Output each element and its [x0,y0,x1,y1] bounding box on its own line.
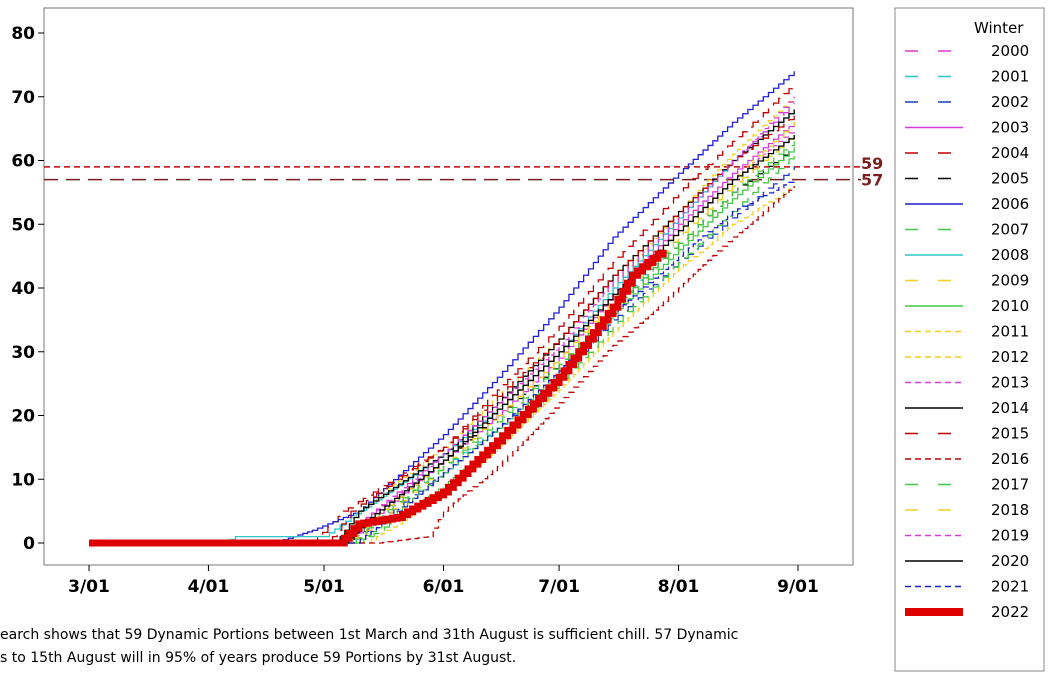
x-tick-label: 5/01 [303,577,345,597]
series-line-2017 [89,141,795,544]
axes: 0 10 20 30 40 50 60 70 80 3/01 4/01 5/01 6/01 7/01 8/0… [11,24,819,597]
legend-label-2018: 2018 [991,501,1029,519]
y-tick-label: 0 [23,534,35,554]
x-tick-label: 3/01 [68,577,110,597]
legend-label-2012: 2012 [991,348,1029,366]
x-tick-label: 4/01 [188,577,230,597]
series-line-2019 [89,96,795,544]
legend-label-2013: 2013 [991,374,1029,392]
series-line-2008 [89,109,795,544]
series-lines [89,71,795,547]
legend-label-2005: 2005 [991,170,1029,188]
y-tick-label: 40 [11,279,35,299]
legend-label-2003: 2003 [991,119,1029,137]
series-line-2022 [89,249,667,547]
legend-label-2010: 2010 [991,297,1029,315]
series-line-2009 [89,135,795,544]
legend-label-2006: 2006 [991,195,1029,213]
legend-label-2004: 2004 [991,144,1029,162]
series-line-2001 [89,135,795,544]
legend-label-2017: 2017 [991,476,1029,494]
legend-label-2020: 2020 [991,552,1029,570]
legend-label-2007: 2007 [991,221,1029,239]
series-line-2015 [89,115,795,544]
legend-label-2019: 2019 [991,527,1029,545]
footnote-line-1: earch shows that 59 Dynamic Portions bet… [0,627,739,643]
plot-frame [43,7,854,566]
legend-label-2000: 2000 [991,42,1029,60]
x-tick-label: 8/01 [658,577,700,597]
y-tick-label: 60 [11,152,35,172]
x-tick-label: 7/01 [538,577,580,597]
y-tick-label: 50 [11,215,35,235]
y-tick-label: 20 [11,407,35,427]
series-line-2004 [89,84,795,544]
footnote-line-2: s to 15th August will in 95% of years pr… [0,650,517,666]
y-tick-label: 10 [11,470,35,490]
legend-label-2014: 2014 [991,399,1029,417]
y-tick-label: 30 [11,343,35,363]
legend-label-2015: 2015 [991,425,1029,443]
legend-label-2009: 2009 [991,272,1029,290]
y-tick-label: 80 [11,24,35,44]
legend-title: Winter [974,19,1024,37]
series-line-2013 [89,128,795,544]
reference-label-57: 57 [861,171,883,190]
series-line-2020 [89,135,795,544]
reference-label-59: 59 [861,154,883,173]
y-tick-label: 70 [11,88,35,108]
x-tick-label: 6/01 [423,577,465,597]
series-line-2014 [89,109,795,544]
legend-label-2008: 2008 [991,246,1029,264]
series-line-2006 [89,71,795,544]
legend-label-2001: 2001 [991,68,1029,86]
legend: Winter 2000 2001 2002 2003 2004 2005 2006 2007 20… [894,7,1045,672]
legend-label-2016: 2016 [991,450,1029,468]
legend-label-2022: 2022 [991,603,1029,621]
legend-label-2002: 2002 [991,93,1029,111]
legend-label-2011: 2011 [991,323,1029,341]
legend-label-2021: 2021 [991,578,1029,596]
x-tick-label: 9/01 [777,577,819,597]
series-line-2016 [89,186,795,544]
